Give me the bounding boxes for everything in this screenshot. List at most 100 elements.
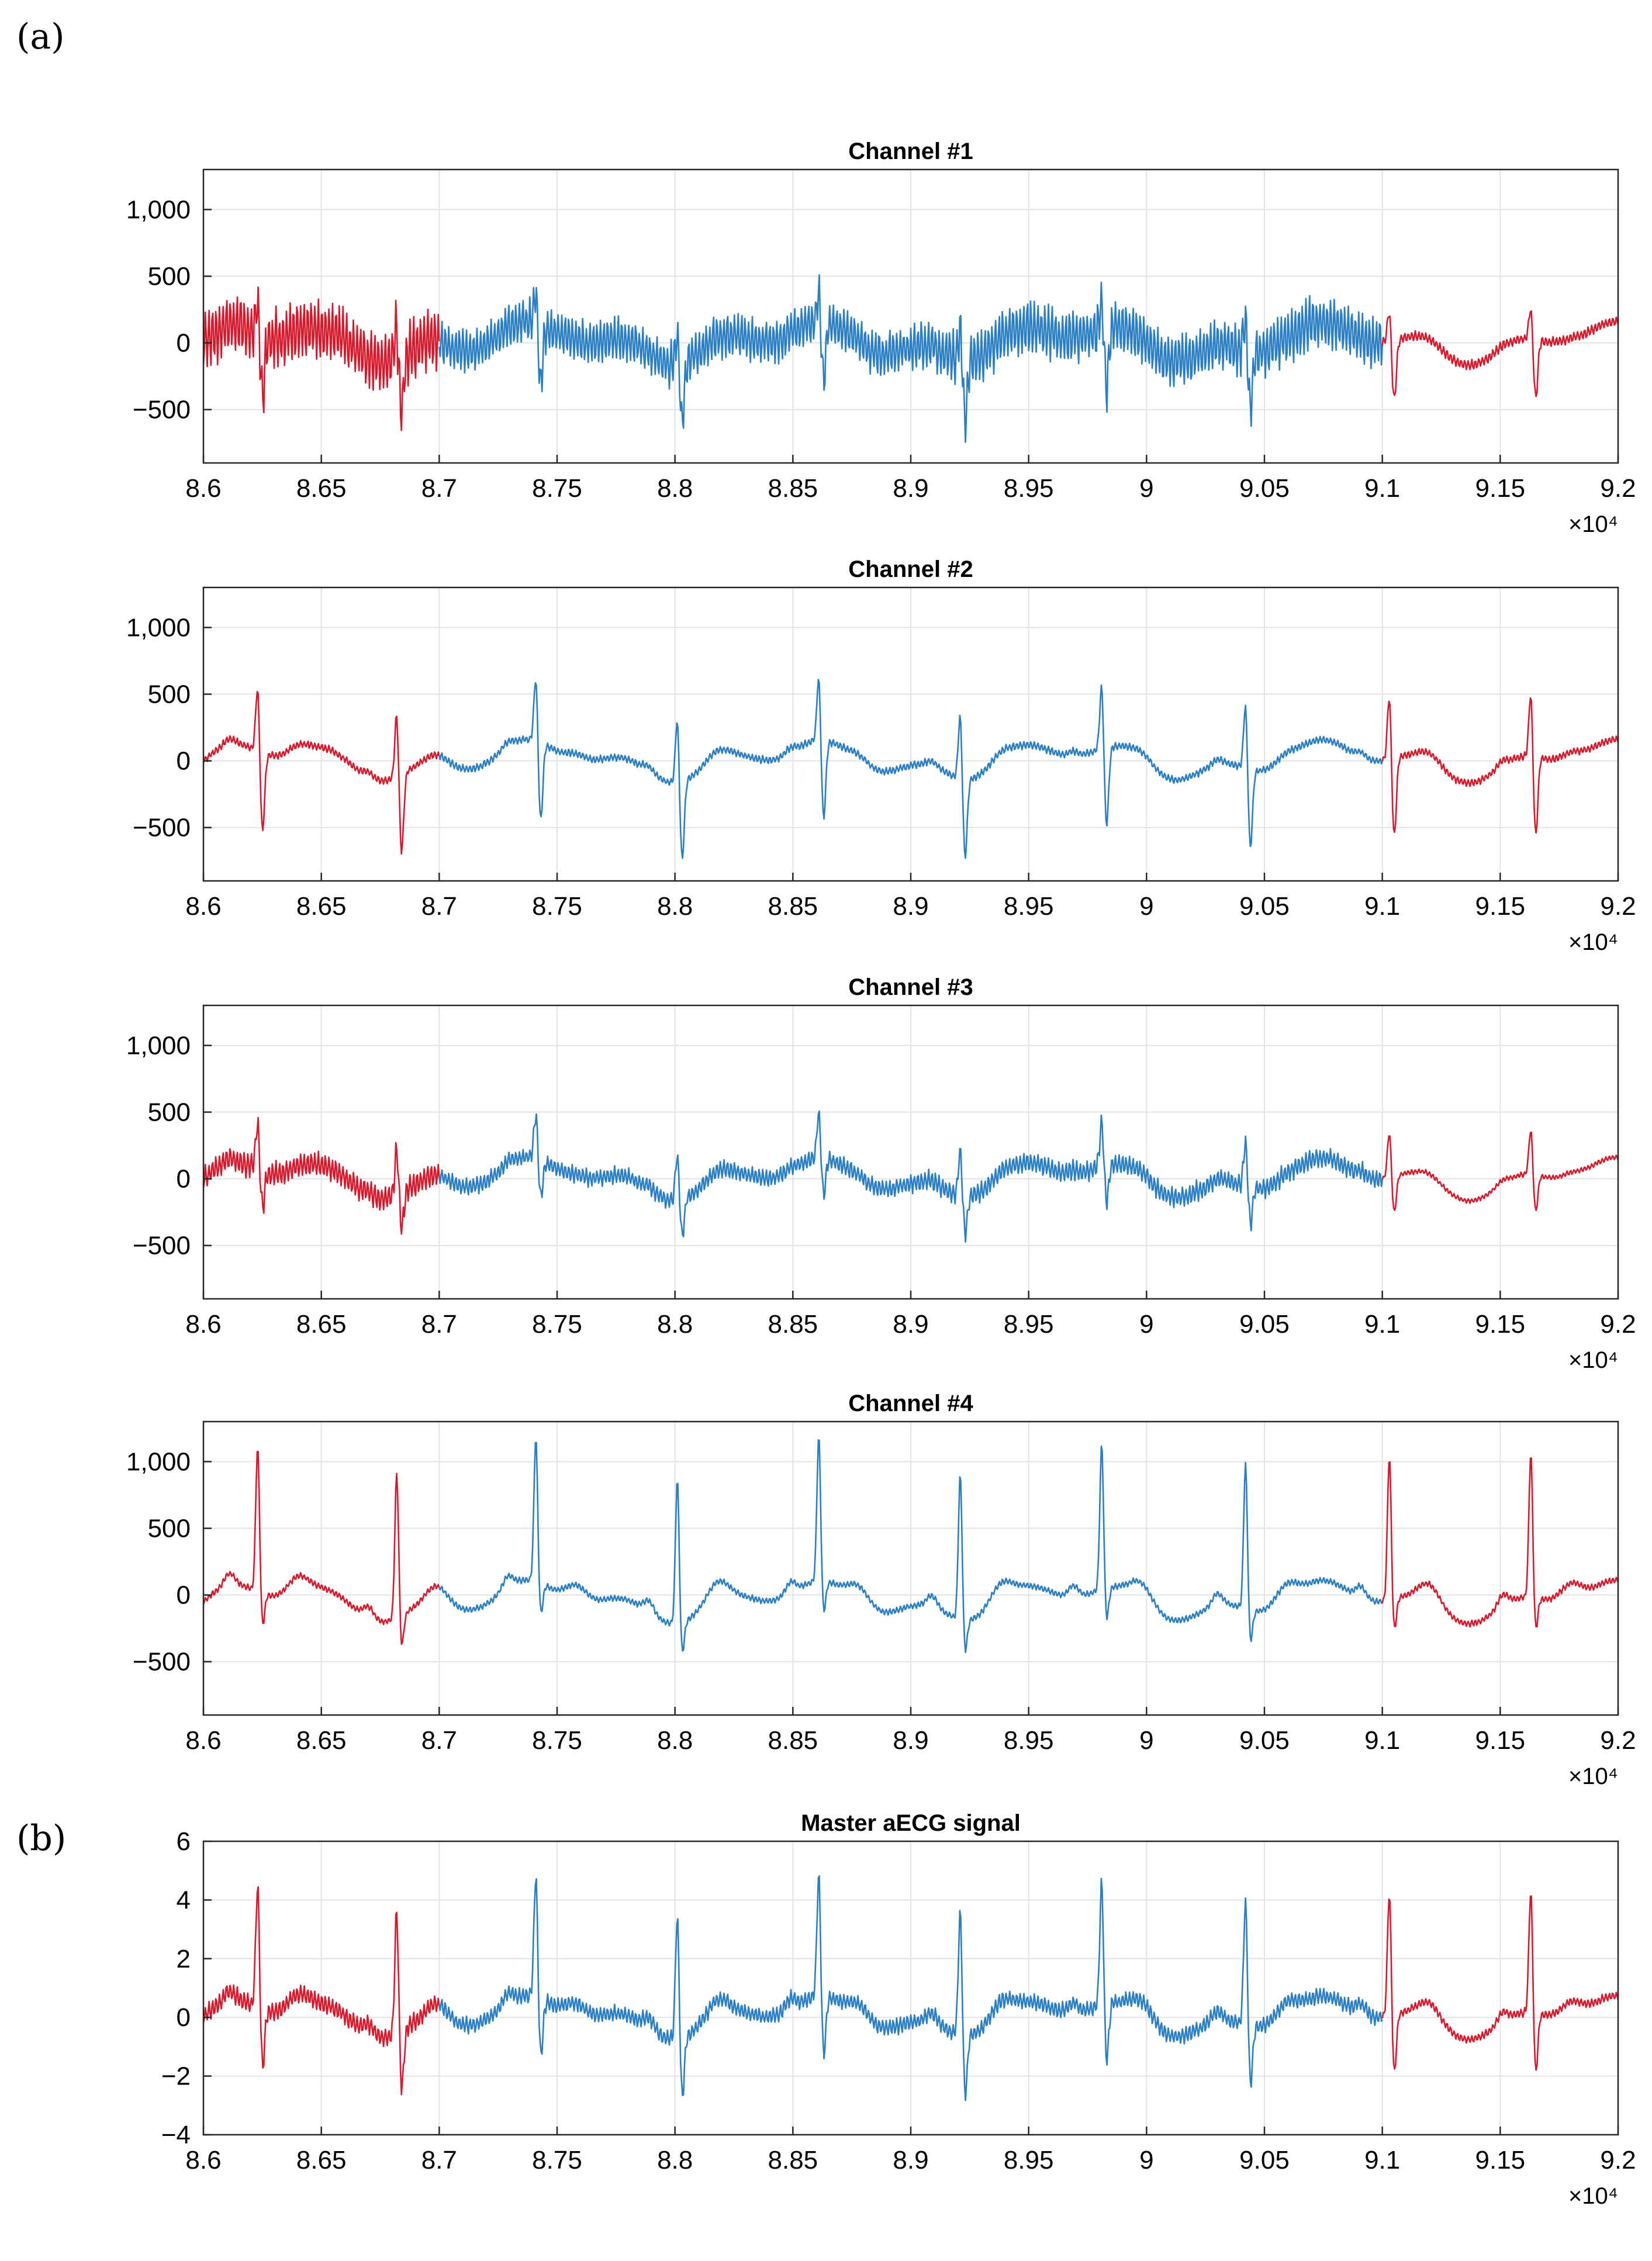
x-tick-label: 8.95 — [1004, 2146, 1054, 2174]
x-tick-label: 9 — [1139, 892, 1153, 921]
x-tick-label: 9.05 — [1239, 474, 1290, 503]
y-tick-label: 500 — [148, 1098, 191, 1127]
x-tick-label: 8.6 — [185, 892, 221, 921]
x-tick-label: 8.6 — [185, 474, 221, 503]
x-tick-label: 8.75 — [532, 892, 582, 921]
x-exponent-label: ×10⁴ — [1568, 2183, 1618, 2209]
chart-title: Channel #2 — [848, 556, 973, 582]
x-exponent-label: ×10⁴ — [1568, 1764, 1618, 1789]
x-tick-label: 9 — [1139, 1726, 1153, 1755]
signal-segment-1 — [202, 286, 440, 431]
x-tick-label: 8.65 — [296, 474, 347, 503]
x-tick-label: 8.75 — [532, 474, 582, 503]
chart-4: 8.6 8.65 8.7 8.75 8.8 8.85 8.9 8.95 9 9.05 9.1 9.15… — [126, 1391, 1636, 1789]
x-tick-label: 9.15 — [1475, 1726, 1526, 1755]
chart-2: 8.6 8.65 8.7 8.75 8.8 8.85 8.9 8.95 9 9.05 9.1 9.15… — [126, 556, 1636, 955]
signal-segment-2 — [438, 1439, 1383, 1653]
x-tick-label: 8.75 — [532, 2146, 582, 2174]
signal-segment-2 — [438, 274, 1383, 443]
x-tick-label: 9.05 — [1239, 1310, 1290, 1339]
x-tick-label: 8.65 — [296, 1726, 347, 1755]
x-tick-label: 8.85 — [768, 892, 818, 921]
y-tick-label: −500 — [133, 1648, 191, 1676]
y-tick-label: 500 — [148, 680, 191, 709]
signal-segment-1 — [202, 1451, 440, 1645]
x-tick-label: 9.2 — [1600, 1310, 1636, 1339]
signal-segment-3 — [1381, 310, 1619, 397]
x-tick-label: 9 — [1139, 2146, 1153, 2174]
y-tick-label: 0 — [177, 1581, 191, 1610]
chart-5: 8.6 8.65 8.7 8.75 8.8 8.85 8.9 8.95 9 9.05 9.1 9.15… — [161, 1810, 1636, 2209]
panel-label-b: (b) — [16, 1818, 67, 1859]
x-tick-label: 8.8 — [657, 1726, 693, 1755]
y-tick-label: 0 — [177, 2003, 191, 2032]
x-tick-label: 8.85 — [768, 1726, 818, 1755]
x-tick-label: 8.8 — [657, 892, 693, 921]
signal-segment-2 — [438, 1875, 1383, 2101]
signal-segment-2 — [438, 1110, 1383, 1243]
y-tick-label: −500 — [133, 396, 191, 424]
x-tick-label: 8.9 — [893, 474, 928, 503]
x-tick-label: 8.95 — [1004, 1310, 1054, 1339]
x-tick-label: 9.2 — [1600, 892, 1636, 921]
x-tick-label: 8.7 — [421, 1310, 457, 1339]
x-tick-label: 8.6 — [185, 2146, 221, 2174]
x-tick-label: 9.05 — [1239, 892, 1290, 921]
y-tick-label: 6 — [177, 1827, 191, 1856]
x-tick-label: 8.85 — [768, 2146, 818, 2174]
x-tick-label: 9.15 — [1475, 2146, 1526, 2174]
signal-segment-3 — [1381, 1895, 1619, 2071]
signal-segment-3 — [1381, 697, 1619, 834]
x-tick-label: 8.9 — [893, 1726, 928, 1755]
y-tick-label: 1,000 — [126, 613, 191, 642]
x-tick-label: 8.85 — [768, 1310, 818, 1339]
x-tick-label: 8.95 — [1004, 1726, 1054, 1755]
x-tick-label: 9 — [1139, 1310, 1153, 1339]
signal-segment-3 — [1381, 1457, 1619, 1628]
chart-title: Channel #1 — [848, 139, 973, 164]
y-tick-label: 0 — [177, 747, 191, 776]
x-tick-label: 8.95 — [1004, 892, 1054, 921]
x-tick-label: 8.7 — [421, 474, 457, 503]
x-tick-label: 8.8 — [657, 474, 693, 503]
y-tick-label: 0 — [177, 329, 191, 358]
x-tick-label: 9.05 — [1239, 1726, 1290, 1755]
x-tick-label: 9.1 — [1364, 2146, 1400, 2174]
x-tick-label: 8.6 — [185, 1726, 221, 1755]
x-tick-label: 8.7 — [421, 1726, 457, 1755]
x-tick-label: 8.7 — [421, 892, 457, 921]
chart-1: 8.6 8.65 8.7 8.75 8.8 8.85 8.9 8.95 9 9.05 9.1 9.15… — [126, 139, 1636, 537]
x-tick-label: 8.65 — [296, 892, 347, 921]
x-tick-label: 9.15 — [1475, 474, 1526, 503]
chart-title: Channel #3 — [848, 974, 973, 1000]
signal-segment-2 — [438, 679, 1383, 859]
x-tick-label: 9.15 — [1475, 1310, 1526, 1339]
y-tick-label: 1,000 — [126, 1031, 191, 1060]
x-exponent-label: ×10⁴ — [1568, 1347, 1618, 1373]
x-tick-label: 8.8 — [657, 2146, 693, 2174]
y-tick-label: 2 — [177, 1945, 191, 1973]
x-tick-label: 9.1 — [1364, 892, 1400, 921]
x-tick-label: 9.15 — [1475, 892, 1526, 921]
x-tick-label: 8.6 — [185, 1310, 221, 1339]
x-tick-label: 8.75 — [532, 1310, 582, 1339]
y-tick-label: −2 — [161, 2062, 191, 2091]
x-tick-label: 9 — [1139, 474, 1153, 503]
chart-3: 8.6 8.65 8.7 8.75 8.8 8.85 8.9 8.95 9 9.05 9.1 9.15… — [126, 974, 1636, 1373]
x-tick-label: 9.1 — [1364, 1310, 1400, 1339]
x-tick-label: 9.1 — [1364, 1726, 1400, 1755]
x-tick-label: 8.9 — [893, 1310, 928, 1339]
y-tick-label: 4 — [177, 1886, 191, 1914]
chart-title: Channel #4 — [848, 1391, 973, 1416]
x-exponent-label: ×10⁴ — [1568, 929, 1618, 955]
x-tick-label: 8.9 — [893, 2146, 928, 2174]
x-tick-label: 8.65 — [296, 1310, 347, 1339]
x-tick-label: 8.95 — [1004, 474, 1054, 503]
x-tick-label: 8.9 — [893, 892, 928, 921]
y-tick-label: −500 — [133, 1232, 191, 1260]
y-tick-label: 500 — [148, 1515, 191, 1543]
x-tick-label: 8.7 — [421, 2146, 457, 2174]
panel-label-a: (a) — [16, 16, 65, 57]
x-tick-label: 9.2 — [1600, 474, 1636, 503]
